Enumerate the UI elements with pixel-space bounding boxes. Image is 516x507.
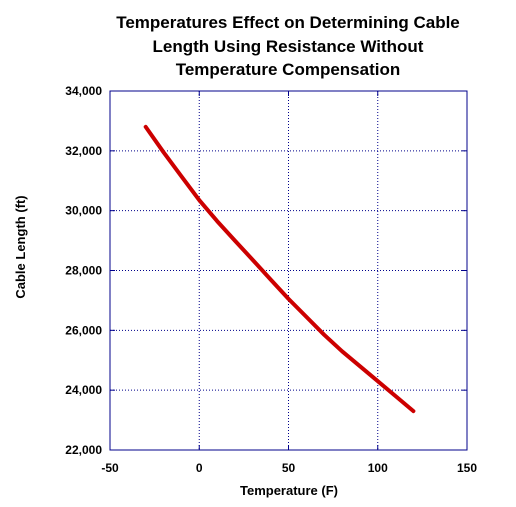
chart-title: Temperatures Effect on Determining Cable… [116,13,460,79]
x-tick-label: 150 [457,461,477,475]
y-axis-title: Cable Length (ft) [13,195,28,298]
y-tick-label: 32,000 [65,144,102,158]
y-tick-label: 24,000 [65,383,102,397]
x-tick-label: 100 [368,461,388,475]
x-tick-label: 50 [282,461,296,475]
y-tick-label: 28,000 [65,264,102,278]
chart-title-line-3: Temperature Compensation [176,60,401,79]
series-line-1 [143,124,416,414]
y-tick-label: 26,000 [65,323,102,337]
series-group [143,124,416,414]
grid [110,91,467,450]
x-tick-label: -50 [101,461,119,475]
x-axis-title: Temperature (F) [240,483,338,498]
y-tick-label: 22,000 [65,443,102,457]
ticks: -50 0 50 100 150 22,000 24,000 26,000 28,000 30,0… [65,84,477,475]
chart-title-line-2: Length Using Resistance Without [153,37,424,56]
x-tick-label: 0 [196,461,203,475]
y-tick-label: 30,000 [65,204,102,218]
y-tick-label: 34,000 [65,84,102,98]
chart-title-line-1: Temperatures Effect on Determining Cable [116,13,460,32]
